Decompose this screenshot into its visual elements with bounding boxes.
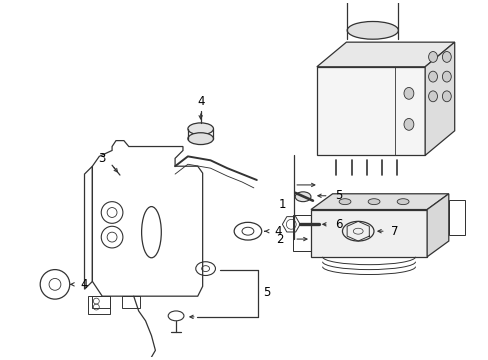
Ellipse shape <box>342 221 373 241</box>
Polygon shape <box>424 42 454 156</box>
Ellipse shape <box>428 71 437 82</box>
Text: 5: 5 <box>335 189 342 202</box>
Text: 1: 1 <box>278 198 286 211</box>
Ellipse shape <box>367 199 379 204</box>
Text: 5: 5 <box>262 286 269 299</box>
Bar <box>310 210 426 257</box>
Polygon shape <box>316 42 454 67</box>
Ellipse shape <box>295 192 310 202</box>
Ellipse shape <box>187 133 213 145</box>
Ellipse shape <box>442 51 450 62</box>
Ellipse shape <box>442 91 450 102</box>
Ellipse shape <box>428 91 437 102</box>
Text: 4: 4 <box>81 278 88 291</box>
Ellipse shape <box>428 51 437 62</box>
Polygon shape <box>426 194 448 257</box>
Bar <box>88 296 110 314</box>
Bar <box>316 67 424 156</box>
Ellipse shape <box>442 71 450 82</box>
Ellipse shape <box>346 22 398 39</box>
Text: 4: 4 <box>197 95 204 108</box>
Text: 7: 7 <box>390 225 397 238</box>
Ellipse shape <box>403 87 413 99</box>
Bar <box>122 296 140 308</box>
Ellipse shape <box>187 123 213 135</box>
Text: 3: 3 <box>98 152 105 165</box>
Ellipse shape <box>338 199 350 204</box>
Text: 4: 4 <box>274 225 282 238</box>
Ellipse shape <box>396 199 408 204</box>
Bar <box>92 296 110 308</box>
Polygon shape <box>310 194 448 210</box>
Text: 2: 2 <box>275 233 283 246</box>
Text: 6: 6 <box>335 218 343 231</box>
Ellipse shape <box>403 118 413 130</box>
